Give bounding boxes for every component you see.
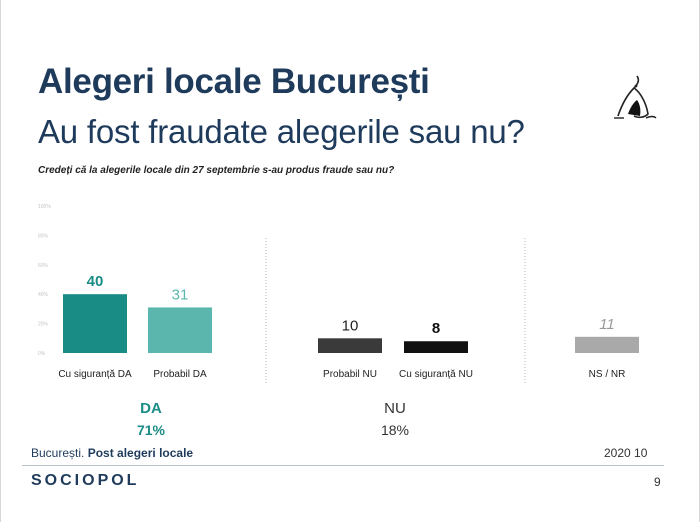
bar-value-label: 40 (87, 273, 104, 290)
bar (63, 294, 127, 353)
y-tick-label: 60% (38, 263, 49, 269)
slide-title: Alegeri locale București (38, 62, 430, 101)
penguin-logo-icon (614, 75, 657, 119)
category-label: Cu siguranță NU (399, 369, 473, 380)
footer-divider (22, 465, 664, 466)
slide-subtitle: Au fost fraudate alegerile sau nu? (38, 113, 525, 150)
page-number: 9 (654, 475, 661, 489)
survey-question: Credeți că la alegerile locale din 27 se… (38, 165, 395, 176)
brand-logo: SOCIOPOL (31, 472, 140, 489)
category-label: NS / NR (589, 369, 626, 380)
bar-value-label: 10 (342, 317, 359, 334)
footer-source-label: Post alegeri locale (87, 446, 194, 460)
bar-chart: 0% 20% 40% 60% 80% 100% 40 31 10 8 11 Cu siguranț… (38, 204, 639, 438)
bar-value-label: 31 (172, 286, 189, 303)
bar (404, 341, 468, 353)
y-tick-label: 100% (38, 204, 51, 210)
bar (318, 338, 382, 353)
y-tick-label: 40% (38, 292, 49, 298)
group-total: 71% (137, 422, 166, 438)
bar-value-label: 11 (599, 316, 615, 333)
footer-source: București. Post alegeri locale (31, 446, 193, 460)
group-label: NU (384, 400, 406, 417)
y-tick-label: 80% (38, 233, 49, 239)
y-tick-label: 0% (38, 351, 46, 357)
category-label: Probabil NU (323, 369, 377, 380)
group-label: DA (140, 400, 162, 417)
footer-date: 2020 10 (604, 446, 648, 460)
y-tick-label: 20% (38, 322, 49, 328)
footer-place: București. (31, 446, 85, 460)
category-label: Cu siguranță DA (58, 369, 132, 380)
bar (148, 307, 212, 353)
group-total: 18% (381, 422, 409, 438)
bar (575, 336, 639, 353)
category-label: Probabil DA (153, 369, 207, 380)
bar-value-label: 8 (432, 320, 440, 337)
